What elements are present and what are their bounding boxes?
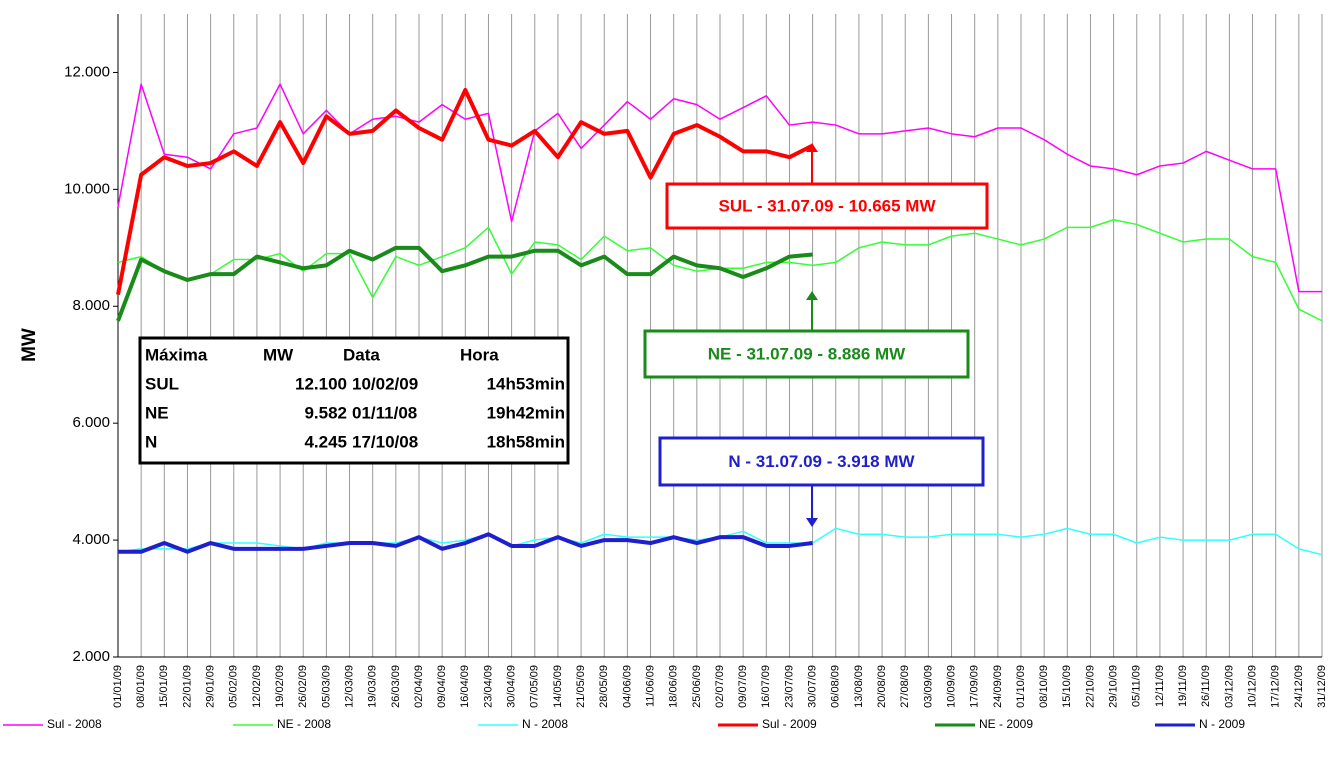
x-tick-label: 19/11/09 [1177, 665, 1189, 707]
table-cell: 18h58min [487, 432, 565, 451]
x-tick-label: 26/11/09 [1200, 665, 1212, 707]
x-tick-label: 03/12/09 [1223, 665, 1235, 708]
x-tick-label: 19/03/09 [367, 665, 379, 708]
x-tick-label: 23/04/09 [482, 665, 494, 708]
x-tick-label: 27/08/09 [899, 665, 911, 708]
x-tick-label: 10/12/09 [1246, 665, 1258, 708]
annotation-text: SUL - 31.07.09 - 10.665 MW [718, 196, 936, 215]
y-tick-label: 6.000 [72, 414, 110, 431]
annotation-box [658, 436, 985, 487]
x-tick-label: 29/01/09 [205, 665, 217, 708]
annotation-arrowhead [806, 291, 818, 300]
table-header: Máxima [145, 345, 208, 364]
x-tick-label: 24/12/09 [1293, 665, 1305, 708]
y-tick-label: 2.000 [72, 648, 110, 665]
x-tick-label: 12/02/09 [251, 665, 263, 708]
annotation-text: N - 31.07.09 - 3.918 MW [728, 452, 915, 471]
x-tick-label: 15/10/09 [1061, 665, 1073, 708]
annotation-arrowhead [806, 143, 818, 152]
series-line [116, 245, 813, 322]
x-tick-label: 24/09/09 [992, 665, 1004, 708]
x-tick-label: 12/03/09 [343, 665, 355, 708]
legend-label: Sul - 2009 [762, 717, 817, 731]
x-tick-label: 07/05/09 [529, 665, 541, 708]
x-tick-label: 09/04/09 [436, 665, 448, 708]
series-line [117, 83, 1322, 293]
annotation-box [643, 329, 970, 379]
table-cell: 9.582 [304, 403, 347, 422]
x-tick-label: 09/07/09 [737, 665, 749, 708]
table-cell: 17/10/08 [352, 432, 418, 451]
x-tick-label: 28/05/09 [598, 665, 610, 708]
x-tick-label: 10/09/09 [945, 665, 957, 708]
x-tick-label: 03/09/09 [922, 665, 934, 708]
x-tick-label: 13/08/09 [853, 665, 865, 708]
x-tick-label: 16/04/09 [459, 665, 471, 708]
x-tick-label: 22/10/09 [1084, 665, 1096, 708]
x-tick-label: 15/01/09 [158, 665, 170, 708]
x-tick-label: 18/06/09 [668, 665, 680, 708]
table-cell: N [145, 432, 157, 451]
annotation-text: NE - 31.07.09 - 8.886 MW [708, 344, 906, 363]
x-tick-label: 17/09/09 [969, 665, 981, 708]
x-tick-label: 02/07/09 [714, 665, 726, 708]
x-tick-label: 08/10/09 [1038, 665, 1050, 708]
x-tick-label: 11/06/09 [644, 665, 656, 707]
table-cell: NE [145, 403, 169, 422]
x-tick-label: 14/05/09 [552, 665, 564, 708]
x-tick-label: 26/02/09 [297, 665, 309, 708]
x-tick-label: 30/07/09 [807, 665, 819, 708]
x-tick-label: 17/12/09 [1270, 665, 1282, 708]
legend-label: Sul - 2008 [47, 717, 102, 731]
x-tick-label: 31/12/09 [1316, 665, 1328, 708]
x-tick-label: 05/11/09 [1131, 665, 1143, 707]
x-tick-label: 06/08/09 [830, 665, 842, 708]
table-cell: 14h53min [487, 374, 565, 393]
series-line [118, 532, 813, 554]
y-tick-label: 12.000 [64, 63, 110, 80]
series-line [116, 87, 814, 295]
x-tick-label: 08/01/09 [135, 665, 147, 708]
x-tick-label: 04/06/09 [621, 665, 633, 708]
x-tick-label: 12/11/09 [1154, 665, 1166, 707]
x-tick-label: 26/03/09 [390, 665, 402, 708]
table-cell: SUL [145, 374, 179, 393]
legend-label: N - 2008 [522, 717, 568, 731]
x-tick-label: 30/04/09 [506, 665, 518, 708]
table-cell: 4.245 [304, 432, 347, 451]
table-cell: 19h42min [487, 403, 565, 422]
legend-label: NE - 2009 [979, 717, 1033, 731]
annotation-arrowhead [806, 518, 818, 527]
table-cell: 10/02/09 [352, 374, 418, 393]
x-tick-label: 20/08/09 [876, 665, 888, 708]
x-tick-label: 21/05/09 [575, 665, 587, 708]
table-header: MW [263, 345, 294, 364]
annotation-box [665, 182, 989, 230]
x-tick-label: 25/06/09 [691, 665, 703, 708]
y-tick-label: 4.000 [72, 531, 110, 548]
y-axis-label: MW [19, 328, 40, 362]
x-tick-label: 19/02/09 [274, 665, 286, 708]
table-cell: 01/11/08 [352, 403, 417, 422]
x-tick-label: 01/10/09 [1015, 665, 1027, 708]
y-tick-label: 8.000 [72, 297, 110, 314]
legend-label: NE - 2008 [277, 717, 331, 731]
table-header: Hora [460, 345, 499, 364]
x-tick-label: 01/01/09 [112, 665, 124, 708]
x-tick-label: 02/04/09 [413, 665, 425, 708]
table-cell: 12.100 [295, 374, 347, 393]
x-tick-label: 16/07/09 [760, 665, 772, 708]
x-tick-label: 29/10/09 [1108, 665, 1120, 708]
table-box [138, 336, 570, 465]
table-header: Data [343, 345, 380, 364]
y-tick-label: 10.000 [64, 180, 110, 197]
x-tick-label: 05/02/09 [228, 665, 240, 708]
x-tick-label: 05/03/09 [320, 665, 332, 708]
x-tick-label: 23/07/09 [783, 665, 795, 708]
legend-label: N - 2009 [1199, 717, 1245, 731]
x-tick-label: 22/01/09 [181, 665, 193, 708]
